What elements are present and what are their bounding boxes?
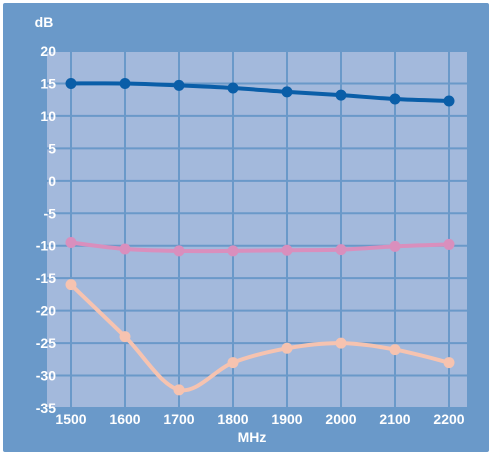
data-point [281, 244, 293, 256]
x-tick-label: 2100 [379, 411, 410, 427]
x-tick-label: 1900 [271, 411, 302, 427]
data-point [227, 357, 239, 369]
series-layer [65, 77, 455, 396]
data-point [335, 89, 347, 101]
data-point [65, 279, 77, 291]
series-2 [65, 236, 455, 257]
y-tick-label: 20 [40, 43, 56, 59]
y-tick-label: 0 [48, 173, 56, 189]
x-tick-label: 1500 [55, 411, 86, 427]
data-point [173, 384, 185, 396]
y-tick-label: -15 [36, 270, 56, 286]
data-point [389, 240, 401, 252]
data-point [65, 236, 77, 248]
x-tick-label: 2200 [433, 411, 464, 427]
data-point [119, 243, 131, 255]
y-tick-label: -10 [36, 238, 56, 254]
y-tick-label: -25 [36, 335, 56, 351]
data-point [119, 77, 131, 89]
x-tick-labels: 1500 1600 1700 1800 1900 2000 2100 2200 [55, 411, 464, 427]
data-point [281, 342, 293, 354]
y-tick-label: -35 [36, 400, 56, 416]
y-tick-label: -5 [44, 205, 57, 221]
x-tick-label: 2000 [325, 411, 356, 427]
y-tick-label: -30 [36, 368, 56, 384]
y-tick-label: 10 [40, 108, 56, 124]
data-point [281, 86, 293, 98]
data-point [443, 357, 455, 369]
data-point [389, 93, 401, 105]
y-tick-labels: 20 15 10 5 0 -5 -10 -15 -20 -25 -30 -35 [36, 43, 56, 416]
data-point [119, 331, 131, 343]
data-point [389, 344, 401, 356]
data-point [227, 245, 239, 257]
y-tick-label: 5 [48, 140, 56, 156]
data-point [443, 95, 455, 107]
data-point [65, 77, 77, 89]
x-tick-label: 1600 [109, 411, 140, 427]
data-point [335, 244, 347, 256]
data-point [335, 337, 347, 349]
data-point [173, 245, 185, 257]
series-3 [65, 279, 455, 396]
x-tick-label: 1700 [163, 411, 194, 427]
data-point [173, 79, 185, 91]
data-point [443, 238, 455, 250]
y-tick-label: -20 [36, 303, 56, 319]
y-tick-label: 15 [40, 75, 56, 91]
x-axis-label: MHz [238, 429, 267, 445]
data-point [227, 82, 239, 94]
series-1 [65, 77, 455, 107]
y-axis-label: dB [35, 14, 54, 30]
x-tick-label: 1800 [217, 411, 248, 427]
